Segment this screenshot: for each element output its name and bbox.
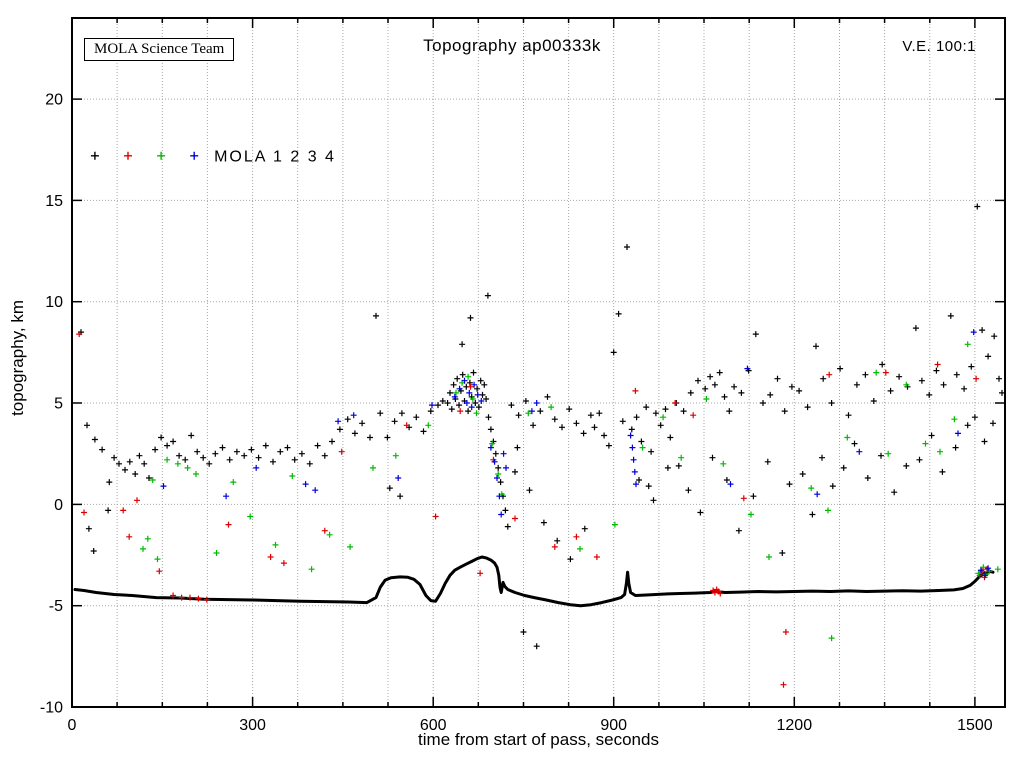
legend-marker <box>157 151 166 160</box>
scatter-mola-4 <box>160 329 992 579</box>
legend: MOLA 1 2 3 4 <box>90 148 336 165</box>
grid <box>72 18 1005 707</box>
plot-frame <box>71 17 1006 708</box>
axis-ticks <box>71 18 1005 708</box>
scatter-mola-2 <box>76 331 990 688</box>
y-axis-label: topography, km <box>8 300 27 416</box>
x-axis-label: time from start of pass, seconds <box>418 730 659 749</box>
ground-track <box>73 555 995 608</box>
y-tick-label: -10 <box>40 700 63 717</box>
legend-marker <box>90 151 99 160</box>
y-tick-label: 0 <box>54 497 63 514</box>
y-tick-label: 10 <box>45 294 63 311</box>
chart-title: Topography ap00333k <box>423 36 601 55</box>
vertical-exaggeration-label: V.E. 100:1 <box>902 38 976 55</box>
legend-marker <box>190 151 199 160</box>
y-tick-label: 5 <box>54 396 63 413</box>
x-tick-label: 300 <box>239 717 266 734</box>
x-tick-label: 900 <box>600 717 627 734</box>
scatter-mola-1 <box>78 203 1005 650</box>
scatter-mola-3 <box>140 341 1001 642</box>
y-tick-label: -5 <box>49 598 63 615</box>
tick-labels: 0 300 600 900 1200 1500 -10 -5 0 5 10 15 20 <box>40 92 993 734</box>
legend-marker <box>124 151 132 160</box>
y-tick-label: 20 <box>45 92 63 109</box>
x-tick-label: 1500 <box>957 717 993 734</box>
x-tick-label: 1200 <box>777 717 813 734</box>
legend-label: MOLA 1 2 3 4 <box>214 148 336 165</box>
x-tick-label: 0 <box>68 717 77 734</box>
y-tick-label: 15 <box>45 193 63 210</box>
x-tick-label: 600 <box>420 717 447 734</box>
science-team-badge: MOLA Science Team <box>84 38 235 61</box>
